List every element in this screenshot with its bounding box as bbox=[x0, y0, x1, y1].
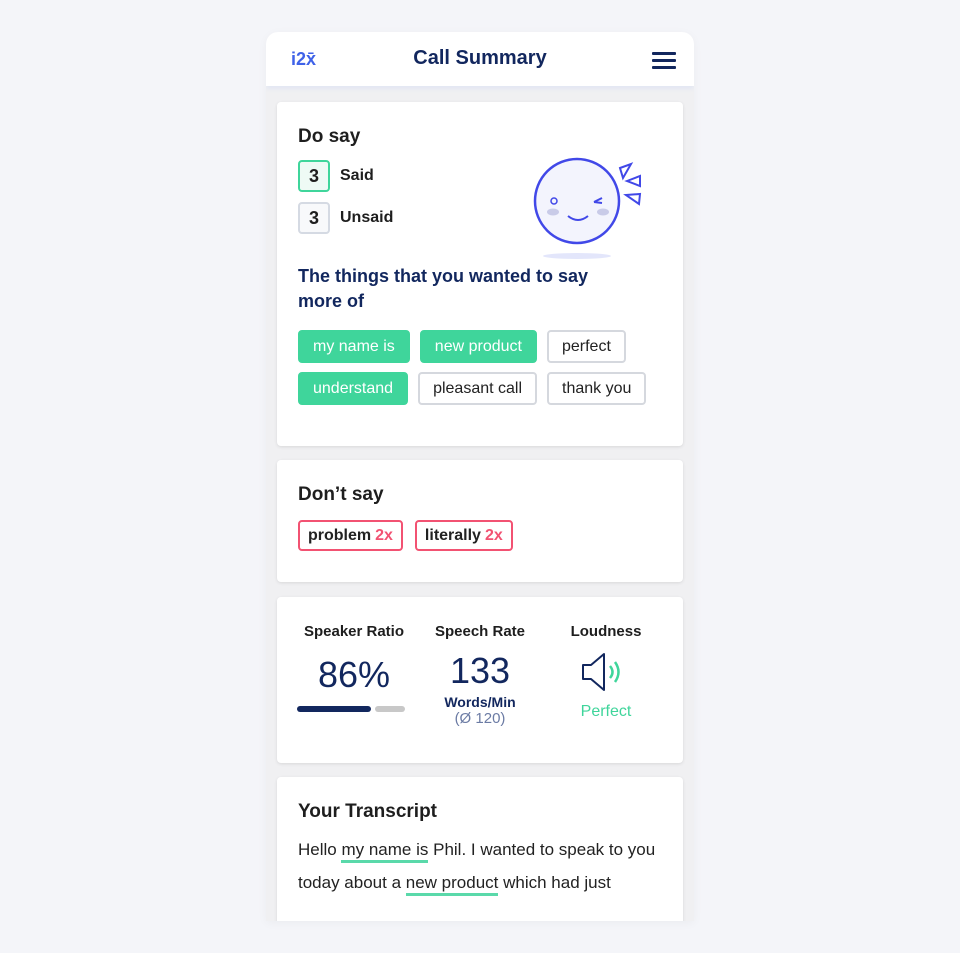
speaker-ratio-value: 86% bbox=[317, 654, 391, 695]
phrase-tag: new product bbox=[419, 330, 537, 363]
page-title: Call Summary bbox=[413, 47, 547, 69]
phone-screen: i2x̄ Call Summary Do say 3 Said 3 Unsaid T… bbox=[266, 32, 694, 921]
highlighted-phrase: my name is bbox=[341, 840, 429, 863]
loudness-status: Perfect bbox=[580, 703, 632, 720]
unsaid-count: 3 bbox=[298, 202, 330, 234]
speech-rate-value: 133 bbox=[449, 650, 511, 691]
do-say-title: Do say bbox=[298, 126, 361, 147]
phrase-text: problem bbox=[308, 526, 372, 544]
winking-face-icon bbox=[533, 157, 642, 259]
do-say-subtitle: The things that you wanted to say more o… bbox=[298, 266, 589, 311]
transcript-segment: Phil. I wanted to speak to you today abo… bbox=[298, 840, 656, 892]
phrase-tag: perfect bbox=[546, 330, 626, 363]
unsaid-count-row: 3 Unsaid bbox=[298, 202, 662, 234]
do-say-card: Do say 3 Said 3 Unsaid The things that you… bbox=[277, 102, 683, 446]
phrase-tag: understand bbox=[298, 372, 409, 405]
transcript-segment: which had just bbox=[498, 873, 611, 892]
unsaid-label: Unsaid bbox=[340, 209, 394, 226]
transcript-segment: Hello bbox=[298, 840, 342, 859]
bad-phrase-tag: problem 2x bbox=[298, 520, 403, 551]
phrase-tag: pleasant call bbox=[418, 372, 538, 405]
dont-say-title: Don’t say bbox=[298, 484, 384, 505]
said-count-row: 3 Said bbox=[298, 160, 662, 192]
phrase-tag: my name is bbox=[298, 330, 410, 363]
bad-phrase-tag: literally 2x bbox=[414, 520, 513, 551]
loudness-label: Loudness bbox=[570, 623, 642, 640]
transcript-card: Your Transcript Hello my name is Phil. I… bbox=[277, 777, 683, 921]
hamburger-icon[interactable] bbox=[652, 52, 676, 69]
phrase-tag: thank you bbox=[547, 372, 647, 405]
said-label: Said bbox=[340, 167, 374, 184]
i2x-logo[interactable]: i2x̄ bbox=[291, 49, 317, 69]
speech-rate-average: (Ø 120) bbox=[454, 710, 506, 727]
speaker-ratio-bar bbox=[297, 706, 405, 712]
transcript-title: Your Transcript bbox=[298, 801, 438, 822]
speech-rate-stat: Speech Rate 133 Words/Min (Ø 120) bbox=[415, 623, 545, 727]
phrase-text: literally bbox=[424, 526, 481, 544]
app-header: i2x̄ Call Summary bbox=[266, 32, 694, 86]
dont-say-card: Don’t say problem 2x literally 2x bbox=[277, 460, 683, 582]
speaker-volume-icon bbox=[582, 653, 620, 691]
phrase-count: 2x bbox=[484, 526, 503, 544]
stats-card: Speaker Ratio 86% Speech Rate 133 Words/… bbox=[277, 597, 683, 763]
speaker-ratio-label: Speaker Ratio bbox=[303, 623, 405, 640]
said-count: 3 bbox=[298, 160, 330, 192]
transcript-text: Hello my name is Phil. I wanted to speak… bbox=[277, 833, 683, 899]
phrase-count: 2x bbox=[375, 526, 393, 544]
speaker-ratio-stat: Speaker Ratio 86% bbox=[289, 623, 419, 712]
speech-rate-unit: Words/Min bbox=[444, 694, 516, 710]
speech-rate-label: Speech Rate bbox=[434, 623, 526, 640]
highlighted-phrase: new product bbox=[405, 873, 499, 896]
loudness-stat: Loudness Perfect bbox=[541, 623, 671, 721]
